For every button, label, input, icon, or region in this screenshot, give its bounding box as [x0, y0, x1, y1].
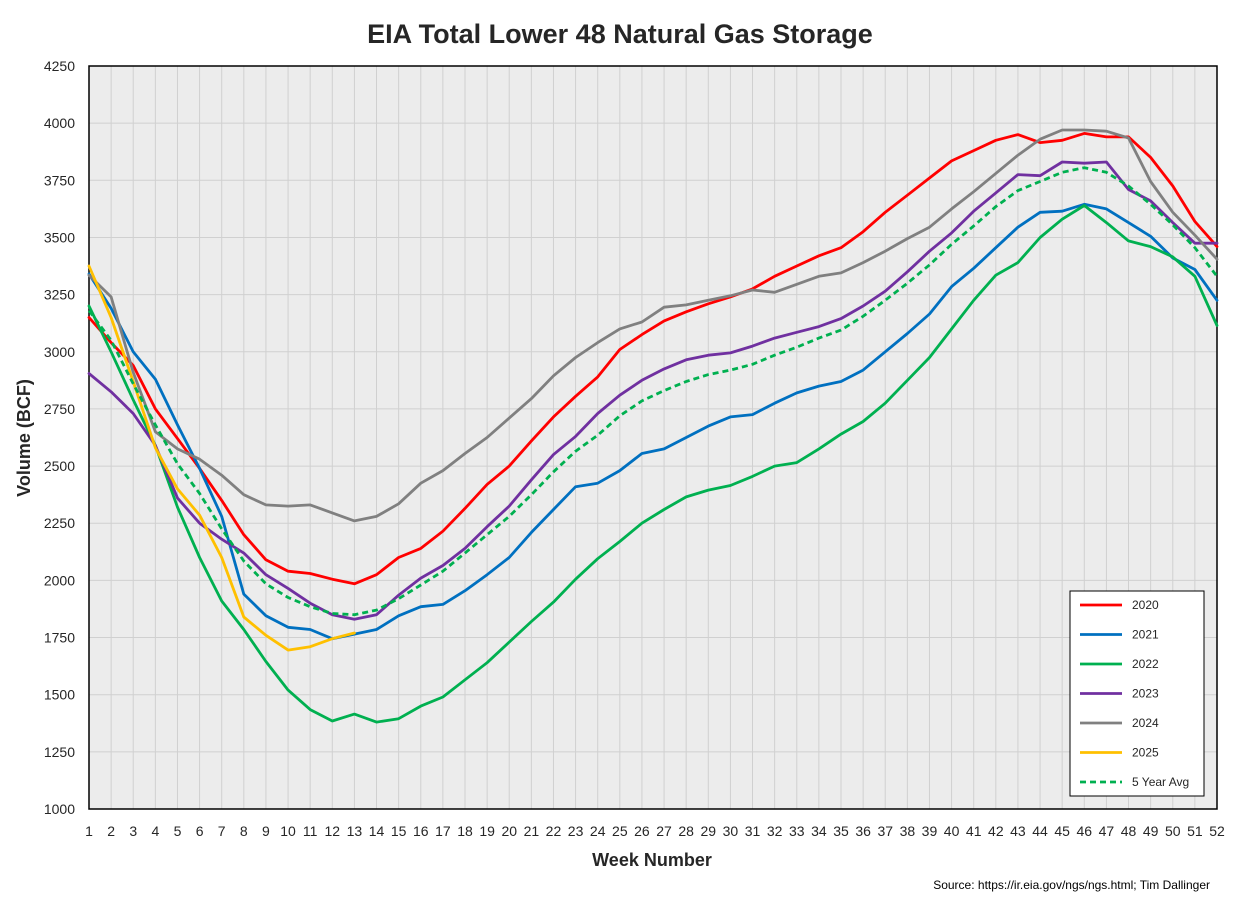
x-tick-label: 3	[129, 823, 137, 839]
legend: 2020 2021 2022 2023 2024 2025 5 Year Avg	[1069, 590, 1205, 797]
x-tick-label: 45	[1054, 823, 1070, 839]
series-line-5-year-avg	[87, 166, 1219, 617]
x-tick-label: 23	[568, 823, 584, 839]
x-tick-label: 28	[678, 823, 694, 839]
x-tick-label: 27	[656, 823, 672, 839]
x-tick-label: 30	[723, 823, 739, 839]
x-tick-label: 47	[1099, 823, 1115, 839]
x-tick-label: 31	[745, 823, 761, 839]
x-tick-label: 36	[855, 823, 871, 839]
y-tick-label: 3750	[44, 172, 75, 188]
chart-title: EIA Total Lower 48 Natural Gas Storage	[367, 19, 873, 49]
x-tick-label: 5	[174, 823, 182, 839]
x-tick-label: 37	[877, 823, 893, 839]
legend-label-2024: 2024	[1132, 716, 1159, 730]
x-tick-label: 42	[988, 823, 1004, 839]
x-tick-label: 34	[811, 823, 827, 839]
series-line-2022	[87, 204, 1219, 724]
plot-frame	[88, 65, 1218, 810]
legend-label-5-year-avg: 5 Year Avg	[1132, 775, 1189, 789]
x-tick-label: 17	[435, 823, 451, 839]
legend-label-2023: 2023	[1132, 687, 1159, 701]
x-tick-label: 43	[1010, 823, 1026, 839]
x-tick-label: 22	[546, 823, 562, 839]
x-tick-label: 12	[325, 823, 341, 839]
series-line-2023	[87, 160, 1219, 621]
y-tick-label: 2500	[44, 458, 75, 474]
legend-label-2022: 2022	[1132, 657, 1159, 671]
x-tick-label: 11	[303, 823, 318, 839]
y-tick-label: 1750	[44, 630, 75, 646]
series-line-2024	[87, 128, 1219, 523]
y-tick-label: 3000	[44, 344, 75, 360]
legend-label-2025: 2025	[1132, 746, 1159, 760]
x-tick-label: 4	[151, 823, 159, 839]
x-axis-title: Week Number	[592, 850, 712, 870]
x-tick-label: 26	[634, 823, 650, 839]
x-tick-label: 14	[369, 823, 385, 839]
x-tick-label: 44	[1032, 823, 1048, 839]
x-tick-label: 25	[612, 823, 628, 839]
x-tick-label: 50	[1165, 823, 1181, 839]
x-axis-ticks: 1 2 3 4 5 6 7 8 9 10 11 12 13 14 15 16 17 18 19 20 21 22 23 24 2…	[85, 823, 1225, 839]
x-tick-label: 24	[590, 823, 606, 839]
x-tick-label: 19	[479, 823, 495, 839]
x-tick-label: 21	[524, 823, 540, 839]
y-tick-label: 3500	[44, 229, 75, 245]
x-tick-label: 20	[501, 823, 517, 839]
x-tick-label: 48	[1121, 823, 1137, 839]
series-lines	[87, 128, 1219, 724]
x-tick-label: 29	[701, 823, 717, 839]
x-tick-label: 52	[1209, 823, 1225, 839]
x-tick-label: 16	[413, 823, 429, 839]
x-tick-label: 6	[196, 823, 204, 839]
x-tick-label: 40	[944, 823, 960, 839]
plot-area	[89, 66, 1217, 809]
x-tick-label: 33	[789, 823, 805, 839]
x-tick-label: 32	[767, 823, 783, 839]
source-note: Source: https://ir.eia.gov/ngs/ngs.html;…	[933, 878, 1210, 892]
x-tick-label: 51	[1187, 823, 1203, 839]
x-tick-label: 8	[240, 823, 248, 839]
x-tick-label: 38	[900, 823, 916, 839]
y-axis-title: Volume (BCF)	[14, 379, 34, 497]
x-tick-label: 39	[922, 823, 938, 839]
series-line-2021	[87, 202, 1219, 641]
x-tick-label: 35	[833, 823, 849, 839]
y-tick-label: 4000	[44, 115, 75, 131]
x-tick-label: 46	[1077, 823, 1093, 839]
x-tick-label: 15	[391, 823, 407, 839]
y-tick-label: 2250	[44, 515, 75, 531]
y-tick-label: 1000	[44, 801, 75, 817]
x-tick-label: 49	[1143, 823, 1159, 839]
y-axis-ticks: 1000 1250 1500 1750 2000 2250 2500 2750 3000 3250…	[44, 58, 75, 817]
y-tick-label: 2750	[44, 401, 75, 417]
x-tick-label: 7	[218, 823, 226, 839]
x-tick-label: 10	[280, 823, 296, 839]
x-tick-label: 2	[107, 823, 115, 839]
x-tick-label: 41	[966, 823, 982, 839]
y-tick-label: 4250	[44, 58, 75, 74]
x-tick-label: 9	[262, 823, 270, 839]
legend-label-2020: 2020	[1132, 598, 1159, 612]
series-line-2020	[87, 132, 1219, 586]
y-tick-label: 3250	[44, 287, 75, 303]
y-tick-label: 1250	[44, 744, 75, 760]
x-tick-label: 13	[347, 823, 363, 839]
y-tick-label: 1500	[44, 687, 75, 703]
x-tick-label: 18	[457, 823, 473, 839]
y-tick-label: 2000	[44, 572, 75, 588]
legend-label-2021: 2021	[1132, 628, 1159, 642]
x-tick-label: 1	[85, 823, 93, 839]
